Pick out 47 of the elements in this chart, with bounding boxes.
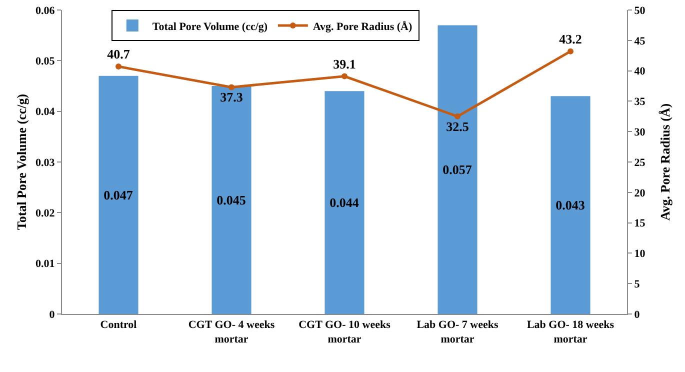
- y-tick-label: 0.06: [36, 4, 56, 17]
- y2-tick-label: 40: [634, 66, 646, 78]
- y2-tick-label: 30: [634, 126, 646, 138]
- y2-tick-label: 5: [634, 278, 640, 290]
- y2-tick-label: 10: [634, 248, 646, 260]
- y2-tick-label: 15: [634, 218, 646, 230]
- data-label: 39.1: [333, 56, 356, 72]
- bar: [550, 96, 590, 314]
- y-tick-label: 0: [49, 308, 56, 321]
- y2-tick-label: 50: [634, 4, 646, 17]
- data-label: 32.5: [446, 118, 470, 134]
- y-tick-label: 0.04: [36, 106, 56, 118]
- bar: [212, 86, 252, 314]
- y2-tick-label: 25: [634, 156, 646, 169]
- data-label: 43.2: [559, 31, 582, 46]
- bar: [98, 76, 138, 314]
- y2-axis-title: Avg. Pore Radius (Å): [658, 103, 672, 221]
- y2-tick-label: 0: [634, 308, 640, 321]
- y2-tick-label: 45: [634, 35, 646, 48]
- y2-tick-label: 35: [634, 96, 646, 108]
- point: [342, 73, 348, 80]
- y-tick-label: 0.05: [36, 56, 56, 68]
- point: [116, 64, 122, 70]
- x-tick-label: Control: [100, 319, 137, 332]
- y-tick-label: 0.03: [36, 156, 56, 169]
- legend-label: Avg. Pore Radius (Å): [312, 20, 412, 33]
- x-tick-label: CGT GO- 4 weeks mortar: [188, 319, 276, 346]
- data-label: 0.045: [216, 192, 246, 208]
- data-label: 37.3: [220, 90, 244, 105]
- data-label: 0.047: [104, 187, 134, 202]
- data-label: 40.7: [107, 46, 130, 62]
- data-label: 0.043: [556, 198, 586, 213]
- x-tick-label: CGT GO- 10 weeks mortar: [298, 319, 392, 346]
- x-tick-label: Lab GO- 18 weeks mortar: [526, 319, 615, 346]
- bar: [438, 25, 478, 314]
- point: [568, 48, 574, 54]
- x-tick-label: Lab GO- 7 weeks mortar: [416, 319, 500, 346]
- bar: [324, 91, 364, 314]
- data-label: 0.057: [442, 162, 472, 178]
- point: [454, 113, 460, 120]
- legend-label: Total Pore Volume (cc/g): [152, 20, 268, 33]
- y-tick-label: 0.01: [36, 258, 55, 270]
- data-label: 0.044: [330, 195, 360, 210]
- point: [228, 84, 234, 90]
- y-tick-label: 0.02: [36, 208, 56, 220]
- y-axis-title: Total Pore Volume (cc/g): [14, 94, 29, 230]
- y2-tick-label: 20: [634, 187, 646, 200]
